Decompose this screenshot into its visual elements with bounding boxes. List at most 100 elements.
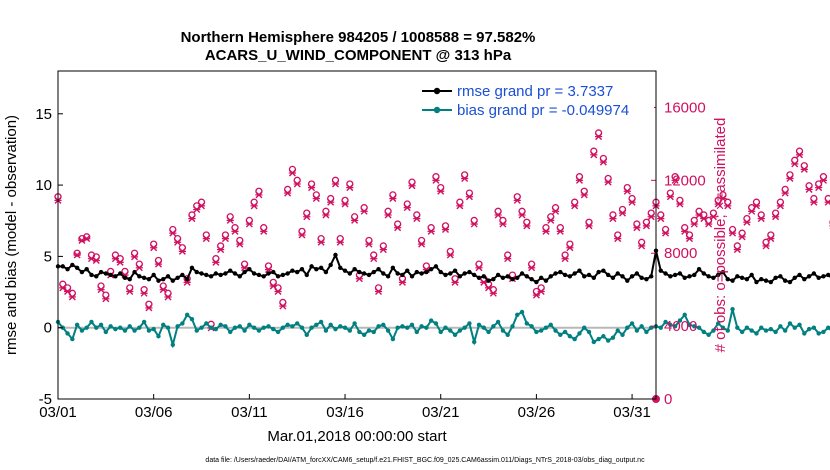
obs-assimilated-marker xyxy=(638,242,646,250)
obs-assimilated-marker xyxy=(805,185,813,193)
obs-assimilated-marker xyxy=(341,200,349,208)
obs-assimilated-marker xyxy=(384,211,392,219)
bias-point xyxy=(739,329,745,335)
rmse-point xyxy=(428,267,434,272)
obs-assimilated-marker xyxy=(183,278,191,286)
rmse-point xyxy=(256,272,262,278)
bias-point xyxy=(433,321,439,326)
obs-assimilated-marker xyxy=(537,287,545,295)
obs-assimilated-marker xyxy=(212,258,220,266)
rmse-point xyxy=(510,277,515,282)
bias-point xyxy=(462,325,467,330)
bias-point xyxy=(338,324,343,329)
obs-assimilated-marker xyxy=(111,255,120,263)
bias-point xyxy=(98,322,104,328)
bias-point xyxy=(424,325,429,330)
obs-assimilated-marker xyxy=(92,257,100,265)
y-right-tick-label: 8000 xyxy=(664,245,697,262)
obs-assimilated-marker xyxy=(800,165,808,173)
bias-point xyxy=(357,329,362,335)
obs-assimilated-marker xyxy=(441,226,450,234)
rmse-point xyxy=(314,267,319,272)
obs-assimilated-marker xyxy=(279,302,287,310)
obs-assimilated-marker xyxy=(73,251,81,259)
y-tick-label: -5 xyxy=(39,391,52,408)
rmse-point xyxy=(103,271,109,276)
obs-assimilated-marker xyxy=(786,175,794,183)
rmse-point xyxy=(333,252,338,258)
bias-point xyxy=(744,325,750,330)
obs-assimilated-marker xyxy=(202,235,210,243)
obs-assimilated-marker xyxy=(245,220,253,228)
obs-assimilated-marker xyxy=(221,235,230,243)
rmse-point xyxy=(424,269,429,275)
rmse-point xyxy=(385,274,391,279)
rmse-point xyxy=(739,275,745,280)
bias-point xyxy=(529,324,534,329)
rmse-point xyxy=(548,274,553,279)
obs-assimilated-marker xyxy=(461,175,469,183)
bias-point xyxy=(735,325,740,330)
plot-frame xyxy=(57,70,657,400)
bias-point xyxy=(586,329,592,335)
bias-point xyxy=(395,325,400,330)
bias-point xyxy=(481,325,486,330)
bias-point xyxy=(237,324,242,329)
x-tick-label: 03/11 xyxy=(231,404,267,421)
obs-assimilated-marker xyxy=(327,198,335,206)
rmse-point xyxy=(663,271,668,276)
rmse-point xyxy=(495,272,501,278)
bias-point xyxy=(797,322,802,328)
obs-assimilated-marker xyxy=(590,151,598,159)
bias-point xyxy=(715,321,721,326)
x-tick-label: 03/16 xyxy=(326,404,364,421)
rmse-point xyxy=(338,265,343,270)
obs-assimilated-marker xyxy=(719,195,727,203)
obs-assimilated-marker xyxy=(618,209,627,217)
obs-assimilated-marker xyxy=(159,286,167,294)
rmse-point xyxy=(591,275,597,280)
rmse-point xyxy=(558,269,563,275)
rmse-point xyxy=(318,265,324,270)
obs-assimilated-marker xyxy=(738,233,746,241)
obs-assimilated-marker xyxy=(317,238,325,246)
bias-point xyxy=(156,334,161,339)
obs-assimilated-marker xyxy=(126,287,134,295)
rmse-point xyxy=(290,268,295,273)
bias-point xyxy=(582,325,587,330)
bias-point xyxy=(170,342,176,348)
rmse-point xyxy=(223,271,228,276)
bias-point xyxy=(117,325,123,330)
rmse-point xyxy=(299,267,305,272)
rmse-point xyxy=(672,272,678,278)
bias-point xyxy=(103,329,109,335)
bias-point xyxy=(672,324,678,329)
obs-assimilated-marker xyxy=(561,255,569,263)
y-right-tick-label: 16000 xyxy=(664,99,706,116)
bias-point xyxy=(127,324,132,329)
bias-point xyxy=(538,328,544,333)
bias-point xyxy=(113,326,118,332)
bias-point xyxy=(806,326,812,332)
obs-assimilated-marker xyxy=(657,215,665,223)
rmse-point xyxy=(725,277,730,282)
bias-point xyxy=(400,324,405,329)
bias-point xyxy=(577,331,582,336)
bias-point xyxy=(194,328,199,333)
obs-assimilated-marker xyxy=(413,215,421,223)
obs-assimilated-marker xyxy=(494,211,502,219)
rmse-point xyxy=(390,265,396,270)
rmse-point xyxy=(735,274,740,279)
bias-point xyxy=(299,325,305,330)
obs-assimilated-marker xyxy=(547,216,555,224)
obs-assimilated-marker xyxy=(226,216,234,224)
bias-point xyxy=(304,332,309,338)
obs-assimilated-marker xyxy=(661,229,670,237)
rmse-point xyxy=(476,275,482,280)
rmse-point xyxy=(577,268,582,273)
obs-assimilated-marker xyxy=(370,255,378,263)
rmse-point xyxy=(696,267,702,272)
obs-assimilated-marker xyxy=(484,284,493,292)
bias-point xyxy=(419,324,424,329)
obs-assimilated-marker xyxy=(513,196,521,204)
